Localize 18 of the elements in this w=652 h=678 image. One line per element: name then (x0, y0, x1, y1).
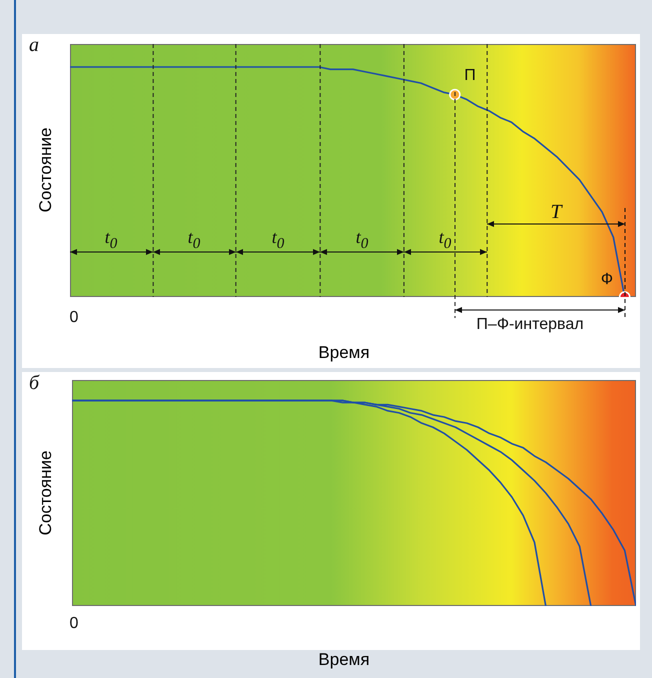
y-axis-title: Состояние (36, 128, 56, 212)
annotation: Ф (600, 271, 614, 288)
text: а (29, 34, 39, 56)
text: 0 (70, 309, 78, 326)
x-axis-title: Время (318, 650, 370, 670)
annotation: 0 (110, 236, 118, 252)
x-axis-title: Время (318, 343, 370, 363)
annotation: П (464, 67, 476, 84)
text: б (28, 372, 40, 394)
text: t (104, 227, 110, 248)
y-axis-title: Состояние (36, 450, 56, 536)
annotation: t$_{0}$ (438, 227, 452, 252)
annotation: t$_{0}$ (188, 227, 200, 252)
annotation: t$_{0}$ (356, 227, 368, 252)
text: 0 (70, 615, 78, 632)
text: П–Ф-интервал (476, 316, 584, 333)
annotation: t$_{0}$ (272, 227, 284, 252)
annotation: T (550, 201, 562, 223)
